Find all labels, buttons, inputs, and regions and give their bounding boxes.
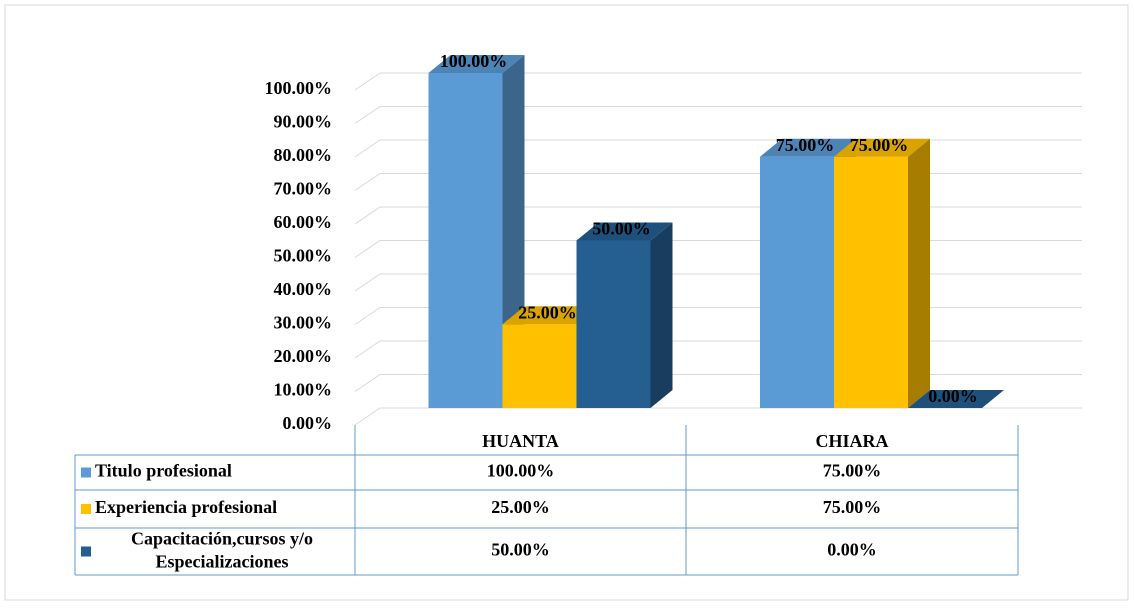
legend-key <box>81 504 91 514</box>
category-label: CHIARA <box>815 431 888 451</box>
data-label: 25.00% <box>518 302 577 322</box>
y-tick-label: 0.00% <box>283 413 333 433</box>
bar-side <box>908 138 930 408</box>
legend-label: Titulo profesional <box>95 461 232 481</box>
y-tick-label: 60.00% <box>274 212 333 232</box>
bar-side <box>650 222 673 408</box>
grid-line <box>354 72 1082 91</box>
legend-label: Experiencia profesional <box>95 497 277 517</box>
table-value: 75.00% <box>823 461 882 481</box>
data-label: 50.00% <box>592 219 651 239</box>
table-value: 75.00% <box>823 497 882 517</box>
grid-line <box>354 407 1082 426</box>
legend-label-line: Especializaciones <box>156 552 289 572</box>
bar <box>576 222 673 408</box>
data-label: 75.00% <box>850 135 909 155</box>
y-tick-label: 90.00% <box>274 112 333 132</box>
y-tick-label: 50.00% <box>274 246 333 266</box>
bar-front <box>428 73 503 408</box>
table-value: 0.00% <box>827 540 877 560</box>
legend-key <box>81 467 91 478</box>
y-tick-label: 30.00% <box>274 313 333 333</box>
legend-label: Capacitación,cursos y/o Especializaciones <box>131 529 313 572</box>
y-tick-label: 100.00% <box>265 78 333 98</box>
bar-top <box>834 138 930 157</box>
data-label: 100.00% <box>440 51 508 71</box>
y-tick-label: 10.00% <box>274 380 333 400</box>
bar-front <box>834 156 908 408</box>
grid-line <box>354 106 1082 124</box>
legend-key <box>81 546 91 557</box>
legend-label-line: Capacitación,cursos y/o <box>131 529 313 549</box>
bar <box>834 138 930 408</box>
bar-front <box>760 156 834 408</box>
table-value: 50.00% <box>491 540 550 560</box>
chart-frame <box>4 4 1129 601</box>
bar-top <box>908 390 1004 408</box>
category-label: HUANTA <box>482 431 559 451</box>
data-label: 0.00% <box>928 386 978 406</box>
bar-top <box>576 222 673 241</box>
bar <box>908 390 1004 408</box>
y-tick-label: 20.00% <box>274 346 333 366</box>
bar-top <box>760 138 856 157</box>
y-tick-label: 40.00% <box>274 279 333 299</box>
data-label: 75.00% <box>776 135 835 155</box>
y-tick-label: 80.00% <box>274 145 333 165</box>
bar <box>428 55 525 408</box>
table-value: 100.00% <box>487 461 555 481</box>
bar-top <box>502 306 599 325</box>
y-tick-label: 70.00% <box>274 179 333 199</box>
bar-front <box>576 240 651 408</box>
table-value: 25.00% <box>491 497 550 517</box>
bar-front <box>502 324 577 408</box>
bar-top <box>428 55 525 73</box>
